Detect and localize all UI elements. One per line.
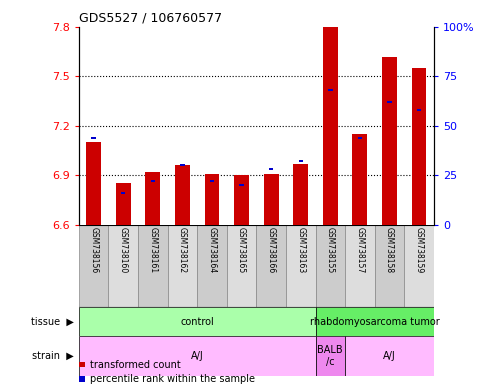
Bar (345, 225, 375, 307)
Bar (298, 161, 303, 162)
Bar (234, 175, 249, 225)
Text: GSM738157: GSM738157 (355, 227, 364, 273)
Text: GSM738155: GSM738155 (326, 227, 335, 273)
Bar (316, 336, 345, 376)
Bar (256, 225, 286, 307)
Text: rhabdomyosarcoma tumor: rhabdomyosarcoma tumor (310, 316, 440, 327)
Bar (417, 109, 421, 111)
Bar (269, 168, 273, 170)
Bar (358, 137, 362, 139)
Bar (316, 225, 345, 307)
Bar (293, 164, 308, 225)
Bar (150, 180, 155, 182)
Bar (116, 184, 131, 225)
Bar (79, 307, 316, 336)
Text: GSM738163: GSM738163 (296, 227, 305, 273)
Text: GSM738160: GSM738160 (119, 227, 128, 273)
Bar (79, 225, 108, 307)
Text: control: control (180, 316, 214, 327)
Bar (387, 101, 391, 103)
Bar (205, 174, 219, 225)
Text: A/J: A/J (191, 351, 204, 361)
Text: GSM738164: GSM738164 (208, 227, 216, 273)
Bar (382, 56, 397, 225)
Text: GSM738156: GSM738156 (89, 227, 98, 273)
Bar (286, 225, 316, 307)
Bar (108, 225, 138, 307)
Bar (227, 225, 256, 307)
Text: GSM738166: GSM738166 (267, 227, 276, 273)
Bar (404, 225, 434, 307)
Bar (145, 172, 160, 225)
Bar (121, 192, 125, 194)
Text: A/J: A/J (383, 351, 396, 361)
Bar (240, 184, 244, 186)
Bar (375, 225, 404, 307)
Bar (86, 142, 101, 225)
Bar (264, 174, 279, 225)
Bar (323, 27, 338, 225)
Text: GSM738159: GSM738159 (415, 227, 423, 273)
Text: transformed count: transformed count (90, 359, 180, 369)
Text: GSM738162: GSM738162 (178, 227, 187, 273)
Text: GSM738161: GSM738161 (148, 227, 157, 273)
Bar (197, 225, 227, 307)
Bar (180, 164, 184, 166)
Bar (412, 68, 426, 225)
Bar (316, 307, 434, 336)
Text: percentile rank within the sample: percentile rank within the sample (90, 374, 255, 384)
Bar (91, 137, 96, 139)
Bar (210, 180, 214, 182)
Text: strain  ▶: strain ▶ (32, 351, 74, 361)
Text: BALB
/c: BALB /c (317, 345, 343, 367)
Text: GSM738158: GSM738158 (385, 227, 394, 273)
Text: GSM738165: GSM738165 (237, 227, 246, 273)
Bar (79, 336, 316, 376)
Bar (168, 225, 197, 307)
Bar (345, 336, 434, 376)
Bar (175, 166, 190, 225)
Text: tissue  ▶: tissue ▶ (31, 316, 74, 327)
Text: GDS5527 / 106760577: GDS5527 / 106760577 (79, 11, 222, 24)
Bar (138, 225, 168, 307)
Bar (328, 89, 332, 91)
Bar (352, 134, 367, 225)
